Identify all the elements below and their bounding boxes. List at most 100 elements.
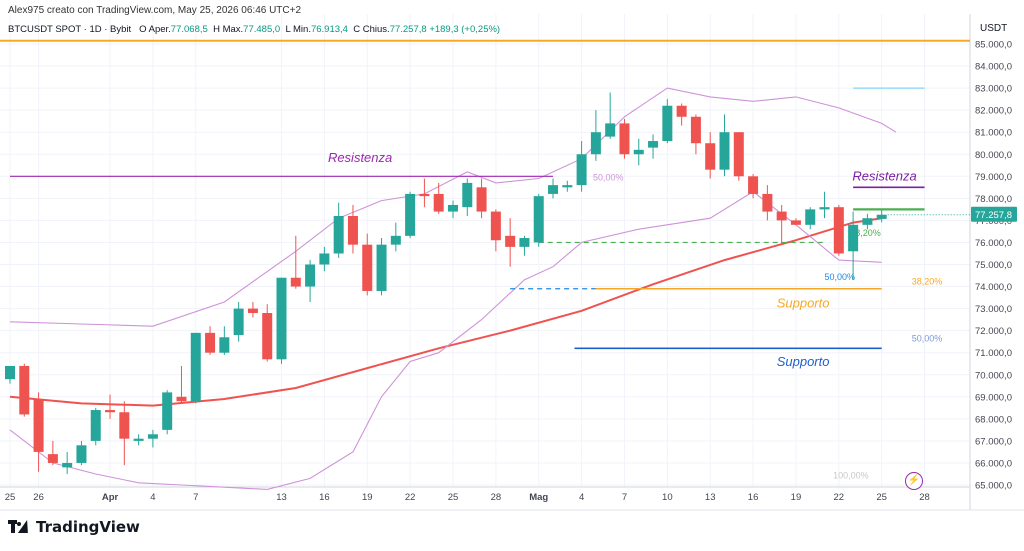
flash-icon[interactable]: ⚡ <box>905 472 923 490</box>
price-tick-label: 76.000,0 <box>975 238 1012 249</box>
candle <box>605 92 616 139</box>
fib-label: 50,00% <box>593 172 624 182</box>
tradingview-brand[interactable]: TradingView <box>8 518 140 536</box>
candle <box>805 207 816 230</box>
time-tick-label: 22 <box>405 492 416 503</box>
candle-body <box>62 462 73 468</box>
last-price-label: 77.257,8 <box>975 210 1012 221</box>
fib-label: 50,00% <box>825 272 856 282</box>
candle-body <box>19 365 30 415</box>
candle <box>319 246 330 272</box>
candle-body <box>362 244 373 291</box>
candle <box>862 213 873 230</box>
candle <box>47 440 58 466</box>
symbol-label: BTCUSDT SPOT · 1D · Bybit <box>8 24 132 35</box>
candle-body <box>690 116 701 144</box>
candle <box>476 178 487 219</box>
candle-body <box>262 313 273 360</box>
candle <box>290 235 301 289</box>
candle-body <box>662 105 673 142</box>
time-tick-label: 28 <box>919 492 930 503</box>
time-tick-label: 25 <box>876 492 887 503</box>
series-line-ma <box>9 217 882 407</box>
candle <box>262 304 273 362</box>
level-title-support-line-blue: Supporto <box>777 354 830 369</box>
time-tick-label: 26 <box>33 492 44 503</box>
candle <box>762 185 773 221</box>
candle-body <box>133 438 144 441</box>
candle-body <box>76 445 87 463</box>
candle-body <box>219 337 230 353</box>
candle-body <box>833 207 844 254</box>
candle-body <box>576 154 587 186</box>
candle-body <box>147 434 158 439</box>
candle-body <box>47 454 58 463</box>
candle <box>205 326 216 355</box>
price-tick-label: 82.000,0 <box>975 106 1012 117</box>
candle <box>219 326 230 355</box>
price-tick-label: 81.000,0 <box>975 128 1012 139</box>
candle <box>662 99 673 144</box>
candle-body <box>705 143 716 170</box>
time-tick-label: 4 <box>579 492 584 503</box>
candle-body <box>233 308 244 336</box>
candle <box>147 429 158 448</box>
candle <box>462 178 473 216</box>
time-tick-label: 13 <box>276 492 287 503</box>
candle <box>133 434 144 446</box>
candle <box>119 401 130 466</box>
price-tick-label: 72.000,0 <box>975 326 1012 337</box>
candle-body <box>533 196 544 243</box>
open-key: O <box>139 24 147 35</box>
candle-body <box>590 132 601 155</box>
close-value: 77.257,8 <box>389 24 427 35</box>
brand-name: TradingView <box>36 518 140 536</box>
candle <box>419 178 430 208</box>
candle-body <box>562 185 573 188</box>
tradingview-logo-icon <box>8 520 33 534</box>
price-tick-label: 84.000,0 <box>975 62 1012 73</box>
price-tick-label: 65.000,0 <box>975 481 1012 492</box>
time-tick-label: 19 <box>791 492 802 503</box>
price-tick-label: 68.000,0 <box>975 414 1012 425</box>
candle-body <box>790 220 801 225</box>
time-tick-label: 10 <box>662 492 673 503</box>
close-key: C <box>353 24 361 35</box>
time-tick-label: 25 <box>5 492 16 503</box>
candle-body <box>848 224 859 252</box>
price-tick-label: 85.000,0 <box>975 40 1012 51</box>
candle-body <box>105 410 116 413</box>
candle <box>519 235 530 256</box>
time-tick-label: Mag <box>529 492 548 503</box>
candle-body <box>119 412 130 439</box>
price-tick-label: 71.000,0 <box>975 348 1012 359</box>
level-title-support-line-yellow: Supporto <box>777 295 830 310</box>
series-line-bb_lower <box>9 191 882 490</box>
close-label: Chius. <box>362 24 390 35</box>
candle-body <box>776 211 787 221</box>
price-tick-label: 83.000,0 <box>975 84 1012 95</box>
candle <box>333 202 344 258</box>
candle-body <box>447 204 458 212</box>
price-tick-label: 66.000,0 <box>975 458 1012 469</box>
high-key: H <box>213 24 220 35</box>
price-tick-label: 75.000,0 <box>975 260 1012 271</box>
candle-body <box>405 193 416 236</box>
candle-body <box>490 211 501 241</box>
candle <box>533 193 544 247</box>
candle <box>505 218 516 267</box>
time-tick-label: 22 <box>834 492 845 503</box>
candle <box>447 200 458 219</box>
candle <box>776 204 787 245</box>
candle <box>876 209 887 223</box>
price-tick-label: 67.000,0 <box>975 436 1012 447</box>
candle-body <box>748 176 759 194</box>
candle <box>748 174 759 199</box>
candle-body <box>205 332 216 353</box>
time-tick-label: 13 <box>705 492 716 503</box>
open-value: 77.068,5 <box>170 24 208 35</box>
candle-body <box>390 235 401 245</box>
candle-body <box>376 244 387 291</box>
